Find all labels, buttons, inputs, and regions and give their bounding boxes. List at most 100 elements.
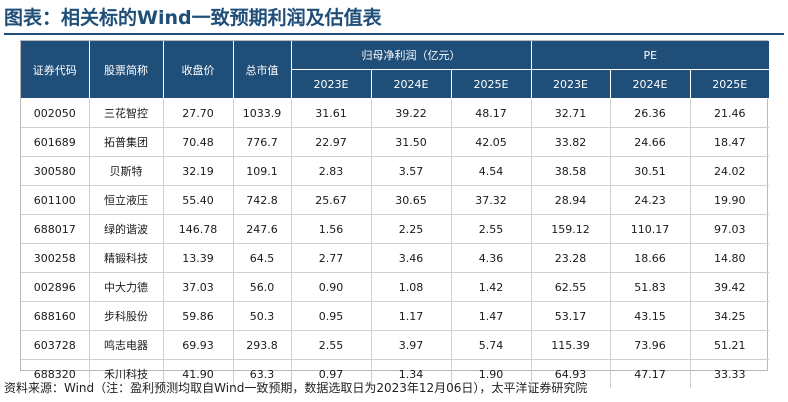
- cell-pe-2024e: 110.17: [610, 214, 691, 244]
- cell-profit-2023e: 2.55: [291, 330, 372, 360]
- cell-name: 中大力德: [89, 272, 164, 302]
- cell-code: 688160: [21, 301, 90, 331]
- cell-profit-2025e: 42.05: [451, 127, 532, 157]
- cell-code: 688320: [21, 359, 90, 388]
- cell-profit-2025e: 2.55: [451, 214, 532, 244]
- cell-pe-2024e: 47.17: [610, 359, 691, 388]
- cell-profit-2023e: 2.83: [291, 156, 372, 186]
- cell-profit-2023e: 0.90: [291, 272, 372, 302]
- cell-pe-2025e: 51.21: [690, 330, 770, 360]
- cell-pe-2024e: 26.36: [610, 98, 691, 128]
- cell-profit-2023e: 31.61: [291, 98, 372, 128]
- cell-profit-2025e: 4.54: [451, 156, 532, 186]
- cell-profit-2025e: 4.36: [451, 243, 532, 273]
- cell-market-cap: 63.3: [233, 359, 292, 388]
- cell-profit-2024e: 2.25: [371, 214, 452, 244]
- cell-profit-2023e: 2.77: [291, 243, 372, 273]
- cell-pe-2024e: 24.23: [610, 185, 691, 215]
- cell-price: 13.39: [163, 243, 234, 273]
- cell-pe-2025e: 19.90: [690, 185, 770, 215]
- cell-pe-2023e: 159.12: [531, 214, 611, 244]
- cell-price: 69.93: [163, 330, 234, 360]
- cell-pe-2023e: 32.71: [531, 98, 611, 128]
- cell-market-cap: 776.7: [233, 127, 292, 157]
- cell-name: 拓普集团: [89, 127, 164, 157]
- cell-code: 601689: [21, 127, 90, 157]
- cell-name: 绿的谐波: [89, 214, 164, 244]
- cell-profit-2024e: 3.57: [371, 156, 452, 186]
- cell-pe-2025e: 18.47: [690, 127, 770, 157]
- cell-market-cap: 56.0: [233, 272, 292, 302]
- table-row: 002896 中大力德 37.03 56.0 0.90 1.08 1.42 62.55 51.8…: [21, 272, 770, 302]
- cell-pe-2025e: 21.46: [690, 98, 770, 128]
- figure-title: 图表：相关标的Wind一致预期利润及估值表: [4, 7, 382, 29]
- cell-price: 59.86: [163, 301, 234, 331]
- cell-pe-2023e: 38.58: [531, 156, 611, 186]
- header-profit-2025e: 2025E: [451, 69, 532, 99]
- valuation-table-container: 证券代码 股票简称 收盘价 总市值 归母净利润（亿元） PE 2023E 202…: [20, 40, 770, 388]
- cell-pe-2025e: 33.33: [714, 367, 746, 381]
- cell-pe-2025e: 34.25: [690, 301, 770, 331]
- cell-market-cap: 293.8: [233, 330, 292, 360]
- header-price: 收盘价: [163, 41, 234, 99]
- cell-profit-2025e: 1.90: [451, 359, 532, 388]
- cell-profit-2025e: 5.74: [451, 330, 532, 360]
- header-market-cap: 总市值: [233, 41, 292, 99]
- valuation-table: 证券代码 股票简称 收盘价 总市值 归母净利润（亿元） PE 2023E 202…: [21, 41, 770, 388]
- cell-price: 41.90: [163, 359, 234, 388]
- cell-profit-2023e: 0.95: [291, 301, 372, 331]
- header-row-top: 证券代码 股票简称 收盘价 总市值 归母净利润（亿元） PE: [21, 41, 770, 99]
- header-net-profit-group: 归母净利润（亿元）: [291, 41, 532, 70]
- cell-market-cap: 1033.9: [233, 98, 292, 128]
- cell-pe-2024e: 51.83: [610, 272, 691, 302]
- cell-code: 601100: [21, 185, 90, 215]
- cell-name: 禾川科技: [89, 359, 164, 388]
- cell-market-cap: 247.6: [233, 214, 292, 244]
- cell-market-cap: 64.5: [233, 243, 292, 273]
- table-row: 688017 绿的谐波 146.78 247.6 1.56 2.25 2.55 159.12 1…: [21, 214, 770, 244]
- cell-pe-2024e: 30.51: [610, 156, 691, 186]
- cell-pe-2024e: 18.66: [610, 243, 691, 273]
- title-underline: [4, 33, 784, 35]
- table-body: 002050 三花智控 27.70 1033.9 31.61 39.22 48.17 32.7…: [21, 98, 770, 388]
- cell-pe-2024e: 43.15: [610, 301, 691, 331]
- cell-name: 鸣志电器: [89, 330, 164, 360]
- cell-name: 步科股份: [89, 301, 164, 331]
- cell-pe-2023e: 33.82: [531, 127, 611, 157]
- cell-code: 002050: [21, 98, 90, 128]
- cell-market-cap: 50.3: [233, 301, 292, 331]
- header-code: 证券代码: [21, 41, 90, 99]
- cell-pe-2025e: 24.02: [690, 156, 770, 186]
- cell-profit-2024e: 3.97: [371, 330, 452, 360]
- cell-profit-2024e: 39.22: [371, 98, 452, 128]
- table-row: 688160 步科股份 59.86 50.3 0.95 1.17 1.47 53.17 43.1…: [21, 301, 770, 331]
- cell-pe-2025e: 14.80: [690, 243, 770, 273]
- header-pe-2024e: 2024E: [610, 69, 691, 99]
- cell-price: 55.40: [163, 185, 234, 215]
- cell-price: 146.78: [163, 214, 234, 244]
- cell-profit-2023e: 0.97: [291, 359, 372, 388]
- cell-market-cap: 742.8: [233, 185, 292, 215]
- cell-pe-2024e: 73.96: [610, 330, 691, 360]
- cell-name: 贝斯特: [89, 156, 164, 186]
- cell-code: 688017: [21, 214, 90, 244]
- header-pe-2023e: 2023E: [531, 69, 611, 99]
- cell-profit-2023e: 22.97: [291, 127, 372, 157]
- cell-profit-2025e: 48.17: [451, 98, 532, 128]
- cell-name: 恒立液压: [89, 185, 164, 215]
- cell-price: 70.48: [163, 127, 234, 157]
- cell-profit-2024e: 3.46: [371, 243, 452, 273]
- cell-profit-2025e: 1.42: [451, 272, 532, 302]
- cell-profit-2025e: 37.32: [451, 185, 532, 215]
- cell-price: 27.70: [163, 98, 234, 128]
- cell-profit-2025e: 1.47: [451, 301, 532, 331]
- cell-profit-2023e: 1.56: [291, 214, 372, 244]
- table-row: 002050 三花智控 27.70 1033.9 31.61 39.22 48.17 32.7…: [21, 98, 770, 128]
- cell-price: 32.19: [163, 156, 234, 186]
- cell-name: 三花智控: [89, 98, 164, 128]
- cell-code: 002896: [21, 272, 90, 302]
- cell-profit-2024e: 1.08: [371, 272, 452, 302]
- cell-name: 精锻科技: [89, 243, 164, 273]
- cell-code: 300258: [21, 243, 90, 273]
- header-profit-2024e: 2024E: [371, 69, 452, 99]
